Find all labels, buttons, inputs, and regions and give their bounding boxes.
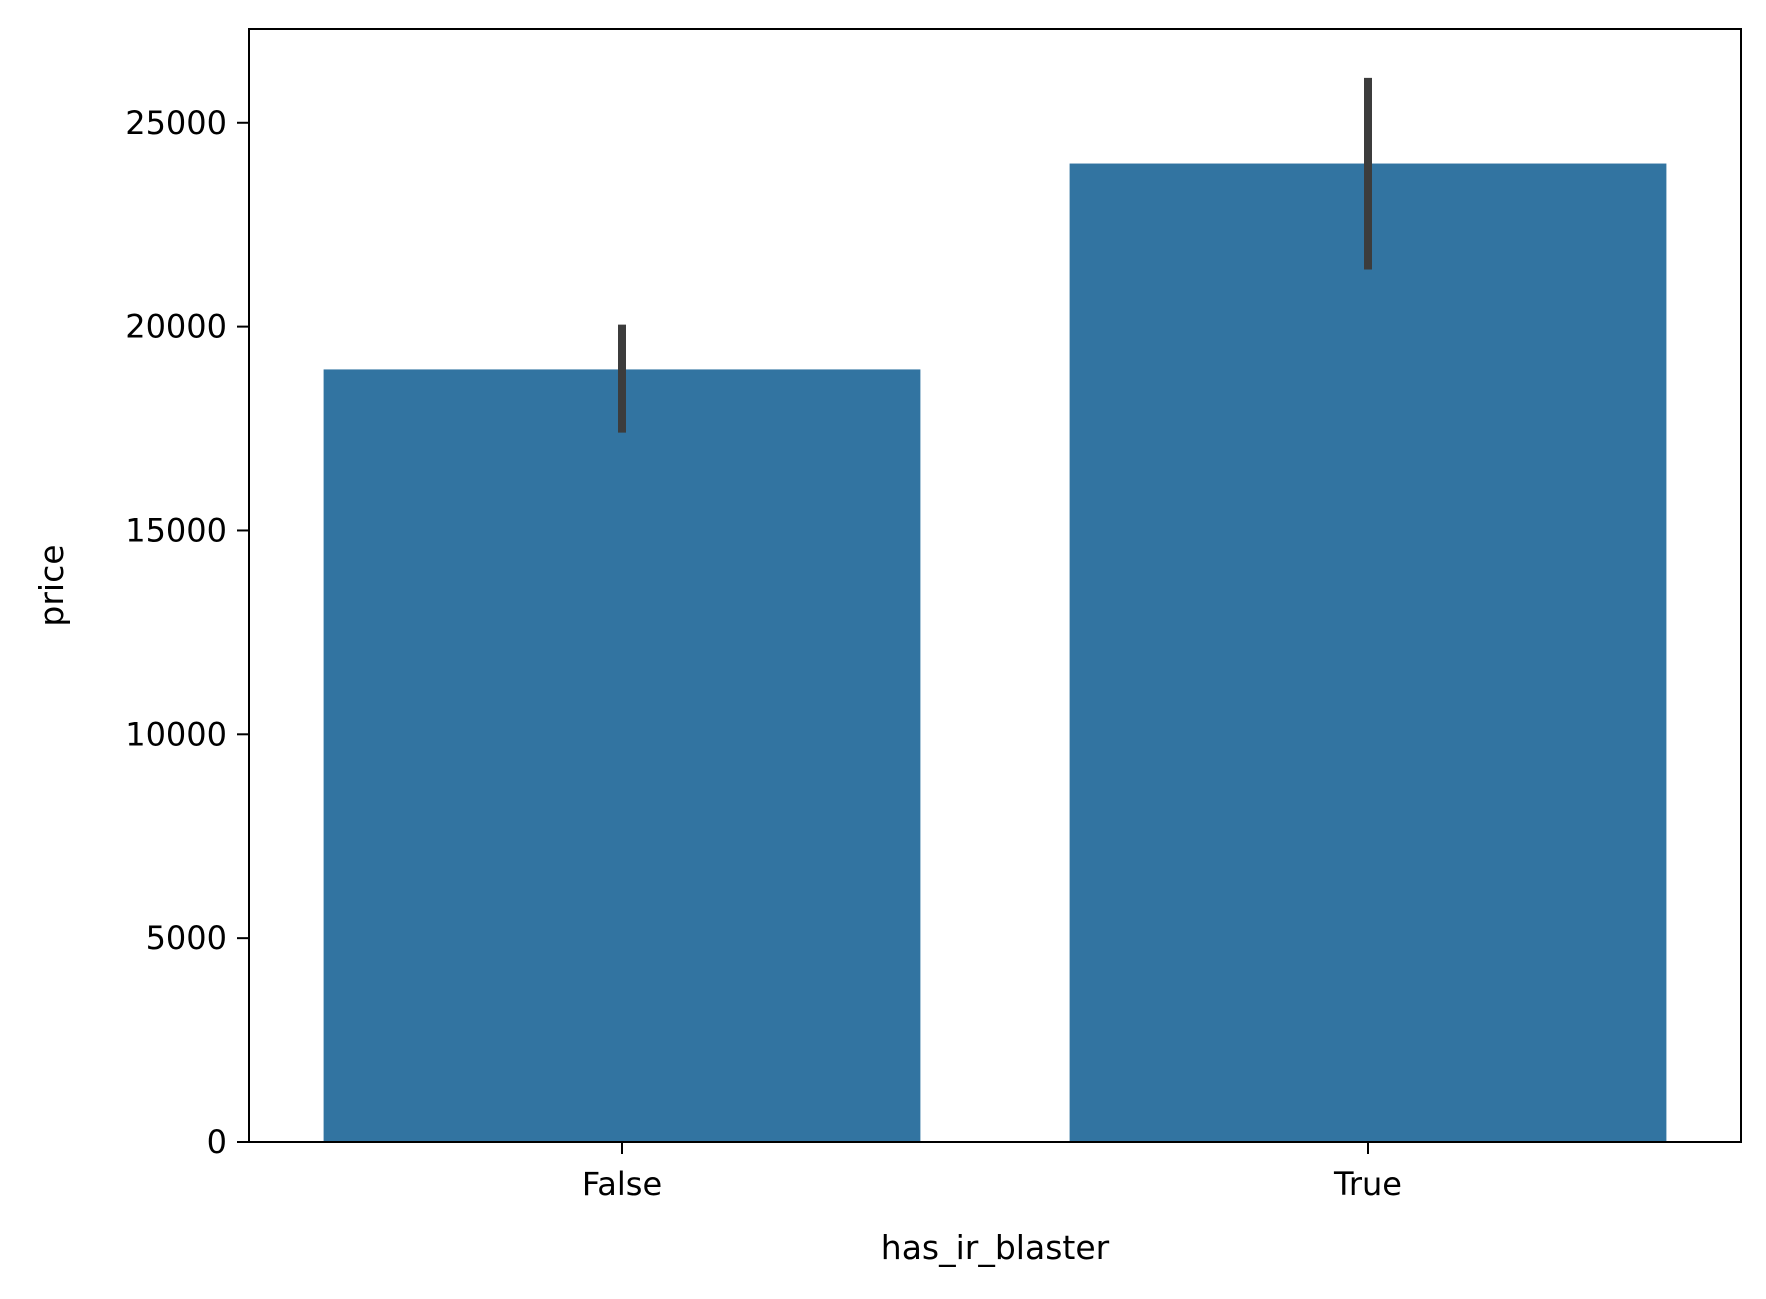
- bar-false: [323, 369, 921, 1142]
- y-axis-ticks: 0 5000 10000 15000 20000 25000: [125, 104, 249, 1161]
- bars-layer: [323, 163, 1667, 1143]
- x-axis-ticks: False True: [582, 1142, 1402, 1203]
- y-tick-label: 15000: [125, 511, 227, 549]
- y-tick-label: 0: [207, 1123, 227, 1161]
- x-tick-label: False: [582, 1165, 662, 1203]
- x-tick-label: True: [1333, 1165, 1402, 1203]
- error-bars-layer: [618, 77, 1372, 433]
- bar-true: [1069, 163, 1667, 1143]
- plot-frame: [248, 28, 1742, 1143]
- y-tick-label: 25000: [125, 104, 227, 142]
- y-tick-label: 5000: [146, 919, 227, 957]
- y-tick-label: 20000: [125, 308, 227, 346]
- y-axis-label: price: [32, 544, 71, 626]
- x-axis-label: has_ir_blaster: [881, 1228, 1110, 1267]
- y-tick-label: 10000: [125, 715, 227, 753]
